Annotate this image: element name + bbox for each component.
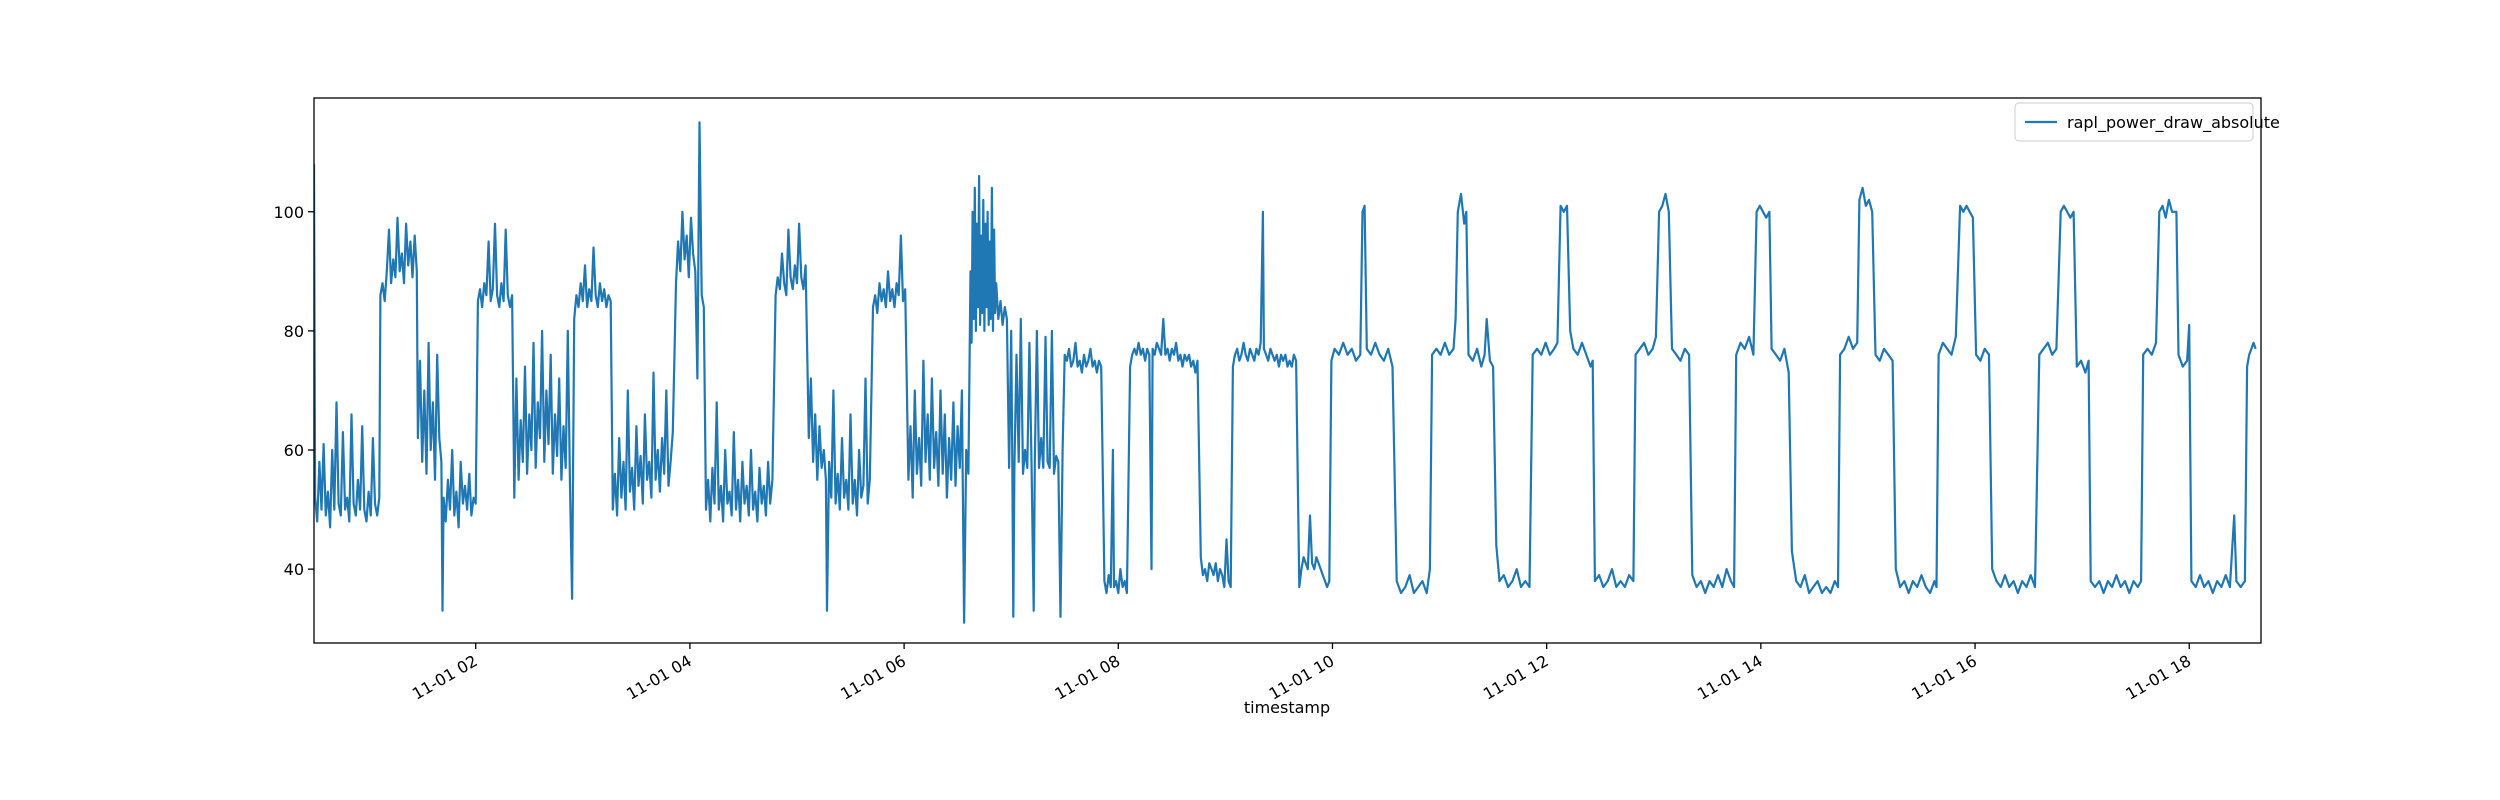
y-tick-label: 40 [284,560,304,579]
data-line [314,121,2257,624]
y-tick-label: 80 [284,322,304,341]
legend-label: rapl_power_draw_absolute [2067,113,2280,133]
plot-frame [313,97,2262,644]
legend: rapl_power_draw_absolute [2014,102,2280,142]
y-tick-label: 100 [273,203,304,222]
legend-box [2014,102,2254,142]
x-axis-label: timestamp [1244,698,1330,717]
y-tick-label: 60 [284,441,304,460]
